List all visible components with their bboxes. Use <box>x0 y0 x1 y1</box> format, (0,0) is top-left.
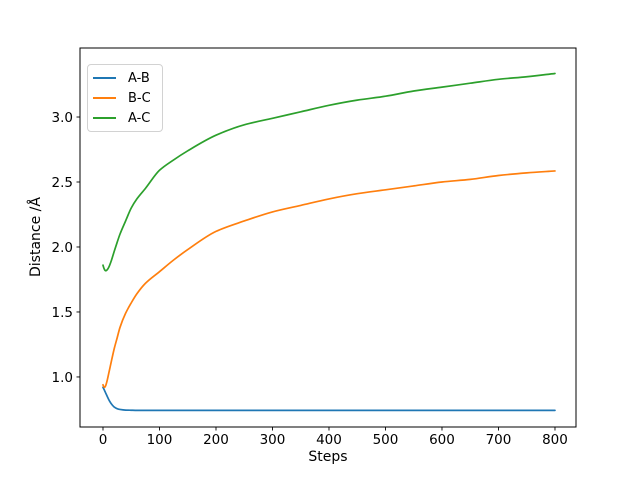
legend-item-A-C: A-C <box>93 108 157 128</box>
y-axis-label: Distance /Å <box>28 197 44 277</box>
x-tick-label: 200 <box>203 432 229 448</box>
y-tick-label: 2.0 <box>52 240 73 256</box>
y-tick-label: 2.5 <box>52 175 73 191</box>
series-line-A-B <box>102 386 556 412</box>
legend-label: A-B <box>128 70 150 86</box>
x-axis-label: Steps <box>308 449 348 465</box>
x-tick-label: 600 <box>429 432 455 448</box>
y-tick-label: 1.0 <box>52 370 73 386</box>
legend-line-swatch <box>93 77 116 79</box>
y-tick-label: 3.0 <box>52 110 73 126</box>
series-group <box>102 72 556 412</box>
legend-item-B-C: B-C <box>93 88 157 108</box>
x-tick-label: 700 <box>486 432 512 448</box>
x-tick-label: 500 <box>373 432 399 448</box>
x-tick-label: 100 <box>147 432 173 448</box>
series-line-B-C <box>102 170 556 389</box>
x-tick-label: 400 <box>316 432 342 448</box>
legend-line-swatch <box>93 117 116 119</box>
x-tick-label: 300 <box>260 432 286 448</box>
legend-item-A-B: A-B <box>93 68 157 88</box>
x-tick-label: 0 <box>99 432 108 448</box>
legend-line-swatch <box>93 97 116 99</box>
legend-label: B-C <box>128 90 151 106</box>
legend-label: A-C <box>128 110 151 126</box>
x-tick-label: 800 <box>542 432 568 448</box>
legend: A-B B-C A-C <box>87 64 163 132</box>
series-line-A-C <box>102 72 556 272</box>
axes-spines <box>79 47 577 428</box>
y-tick-label: 1.5 <box>52 305 73 321</box>
